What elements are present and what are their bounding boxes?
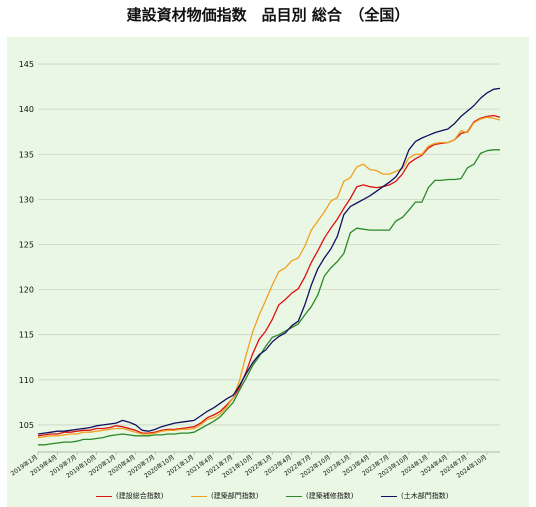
legend-swatch <box>96 495 112 497</box>
legend-label: (建設総合指数) <box>116 492 164 500</box>
y-axis: 105 110 115 120 125 130 135 140 145 <box>19 60 34 430</box>
series-line-2 <box>37 116 501 439</box>
legend-swatch <box>286 495 302 497</box>
legend-item-1: (建設総合指数) <box>96 489 191 503</box>
chart-title: 建設資材物価指数 品目別 総合 （全国） <box>126 6 410 24</box>
y-tick-label: 125 <box>19 240 34 249</box>
y-tick-label: 110 <box>19 376 34 385</box>
y-tick-label: 145 <box>19 60 34 69</box>
y-tick-label: 140 <box>19 105 34 114</box>
legend-item-2: (建築部門指数) <box>191 489 286 503</box>
y-tick-label: 120 <box>19 286 34 295</box>
legend: (建設総合指数) (建築部門指数) (建築補修指数) (土木部門指数) <box>96 489 516 503</box>
legend-swatch <box>381 495 397 497</box>
legend-swatch <box>191 495 207 497</box>
legend-label: (建築部門指数) <box>211 492 259 500</box>
y-tick-label: 115 <box>19 331 34 340</box>
y-tick-label: 130 <box>19 195 34 204</box>
legend-item-3: (建築補修指数) <box>286 489 381 503</box>
legend-label: (土木部門指数) <box>401 492 449 500</box>
plot-area-background <box>7 37 529 507</box>
legend-item-4: (土木部門指数) <box>381 489 476 503</box>
series-line-4 <box>37 87 501 435</box>
series-line-1 <box>37 114 501 437</box>
series-line-3 <box>38 149 500 446</box>
y-tick-label: 105 <box>19 421 34 430</box>
series-layer <box>37 87 501 446</box>
y-tick-label: 135 <box>19 150 34 159</box>
legend-label: (建築補修指数) <box>306 492 354 500</box>
